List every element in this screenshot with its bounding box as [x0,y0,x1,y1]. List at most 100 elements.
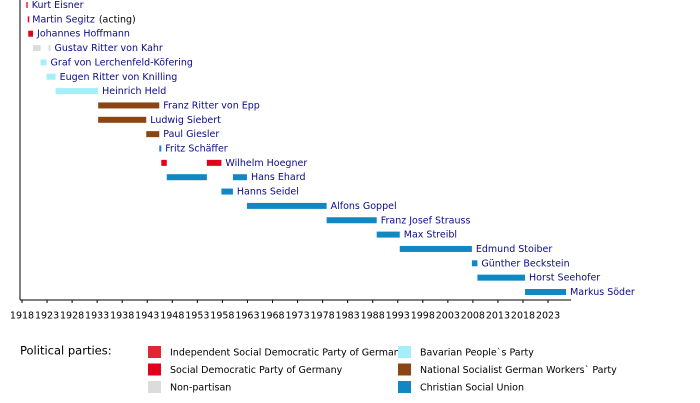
term-bar [232,174,247,181]
term-bar [326,217,377,224]
term-bar [55,88,99,95]
row-label: Eugen Ritter von Knilling [60,71,178,82]
x-tick-label: 1933 [85,311,109,322]
legend-swatch [148,346,161,358]
person-name: Eugen Ritter von Knilling [60,71,178,82]
term-bar [28,30,34,37]
x-tick-label: 1988 [361,311,385,322]
legend-label: Non-partisan [170,383,231,394]
legend-title: Political parties: [20,344,112,358]
x-tick-label: 1963 [235,311,259,322]
x-tick-label: 2018 [511,311,535,322]
term-bar [48,45,51,52]
x-tick-label: 1958 [210,311,234,322]
x-tick-label: 1928 [60,311,84,322]
row-label: Alfons Goppel [331,200,397,211]
row-label: Fritz Schäffer [165,143,228,154]
person-name: Ludwig Siebert [150,114,221,125]
person-note: (acting) [99,14,136,25]
row-label: Günther Beckstein [481,258,569,269]
row-label: Edmund Stoiber [476,243,552,254]
person-name: Markus Söder [570,287,635,298]
row-label: Martin Segitz (acting) [32,14,135,25]
term-bar [477,274,526,281]
person-name: Paul Giesler [163,129,219,140]
row-label: Hanns Seidel [237,186,299,197]
x-tick-label: 1953 [185,311,209,322]
legend-swatch [148,381,161,393]
row-label: Hans Ehard [251,172,306,183]
legend-label: Christian Social Union [420,383,524,394]
term-bar [206,159,222,166]
term-bar [159,145,162,152]
term-bar [98,116,147,123]
x-tick-label: 1998 [411,311,435,322]
person-name: Hans Ehard [251,172,306,183]
term-bar [399,245,472,252]
row-label: Max Streibl [404,229,457,240]
x-tick-label: 1978 [311,311,335,322]
term-bar [27,16,30,23]
row-label: Franz Josef Strauss [381,215,471,226]
person-name: Alfons Goppel [331,200,397,211]
term-bar [146,131,160,138]
term-bar [26,2,28,8]
person-name: Kurt Eisner [32,0,84,11]
person-name: Wilhelm Hoegner [225,157,307,168]
x-tick-label: 1993 [386,311,410,322]
legend-swatch [398,381,411,393]
x-tick-label: 2013 [486,311,510,322]
term-bar [46,73,56,80]
term-bar [525,289,567,295]
x-tick-label: 1938 [110,311,134,322]
person-name: Graf von Lerchenfeld-Köfering [51,57,193,68]
person-name: Martin Segitz [32,14,95,25]
legend-swatch [148,363,161,376]
x-tick-label: 2008 [461,311,485,322]
term-bar [33,45,41,52]
row-label: Paul Giesler [163,129,219,140]
row-label: Franz Ritter von Epp [163,100,260,111]
term-bar [221,188,233,195]
x-tick-label: 1983 [336,311,360,322]
person-name: Horst Seehofer [529,272,600,283]
legend-label: National Socialist German Workers` Party [420,365,617,376]
person-name: Edmund Stoiber [476,243,552,254]
term-bar [376,231,400,238]
person-name: Franz Josef Strauss [381,215,471,226]
legend-swatch [398,363,411,376]
row-label: Gustav Ritter von Kahr [55,43,163,54]
x-tick-label: 1948 [160,311,184,322]
legend-label: Independent Social Democratic Party of G… [170,348,406,359]
legend-swatch [398,346,411,358]
row-label: Heinrich Held [102,86,166,97]
term-bar [166,174,207,181]
row-label: Graf von Lerchenfeld-Köfering [51,57,193,68]
x-tick-label: 1918 [10,311,34,322]
term-bar [161,159,167,166]
person-name: Franz Ritter von Epp [163,100,260,111]
row-label: Markus Söder [570,287,635,298]
person-name: Max Streibl [404,229,457,240]
row-label: Ludwig Siebert [150,114,221,125]
person-name: Hanns Seidel [237,186,299,197]
person-name: Gustav Ritter von Kahr [55,43,163,54]
x-tick-label: 2023 [536,311,560,322]
person-name: Fritz Schäffer [165,143,228,154]
legend-label: Social Democratic Party of Germany [170,365,343,376]
person-name: Heinrich Held [102,86,166,97]
x-tick-label: 1943 [135,311,159,322]
row-label: Horst Seehofer [529,272,600,283]
person-name: Günther Beckstein [481,258,569,269]
legend-label: Bavarian People`s Party [420,348,534,359]
term-bar [471,260,478,267]
x-tick-label: 1968 [260,311,284,322]
x-tick-label: 1973 [285,311,309,322]
x-tick-label: 1923 [35,311,59,322]
term-bar [246,202,327,209]
term-bar [98,102,160,109]
row-label: Wilhelm Hoegner [225,157,307,168]
term-bar [40,59,47,66]
row-label: Johannes Hoffmann [36,28,130,39]
